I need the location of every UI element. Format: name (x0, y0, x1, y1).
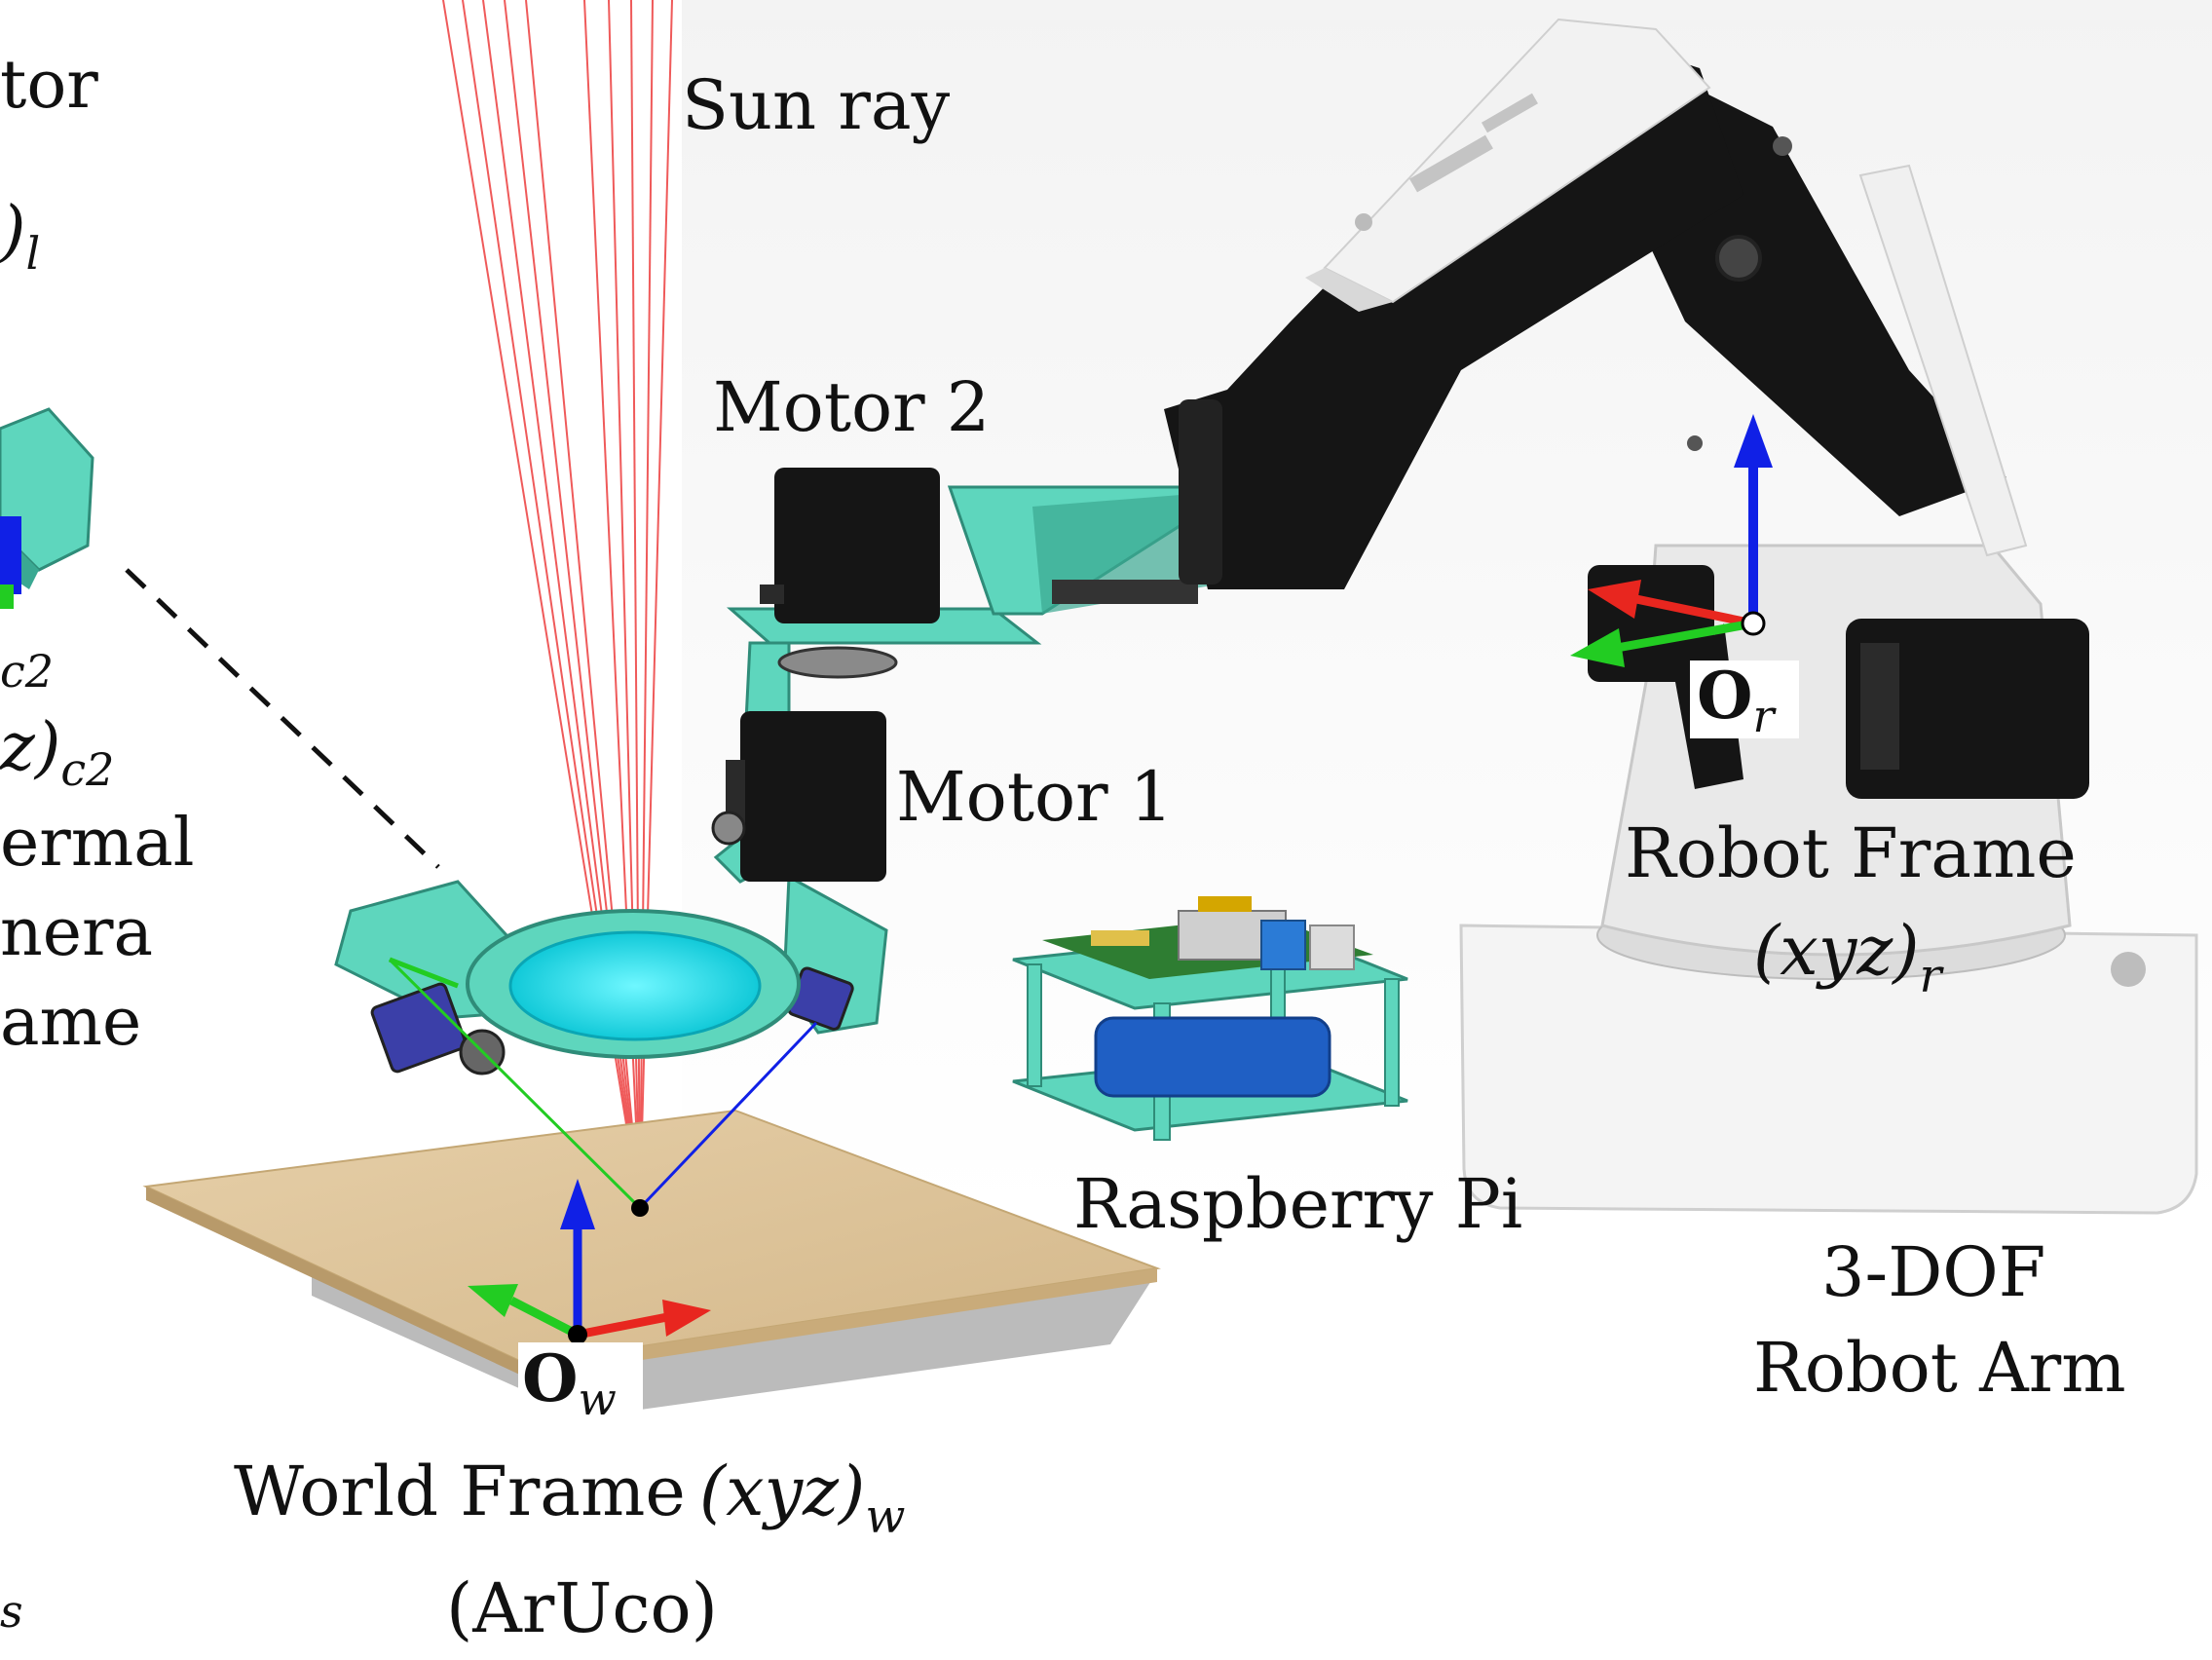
camera-left (370, 982, 468, 1074)
camera-axis-green (389, 957, 459, 989)
world-frame-coords-sub: w (865, 1490, 905, 1544)
raspberry-pi-stack (1012, 896, 1408, 1141)
labels: tor )l c2 z)c2 ermal nera ame s Sun ray … (0, 47, 2126, 1648)
svg-text:)l: )l (0, 193, 40, 280)
left-label-8: s (0, 1585, 23, 1638)
arm-name-label: Robot Arm (1753, 1328, 2126, 1408)
svg-text:Or: Or (1697, 658, 1778, 742)
world-frame-coords: (xyz) (699, 1452, 866, 1531)
dashed-leader-line (125, 568, 440, 869)
left-label-6: nera (0, 894, 153, 971)
arm-base (1459, 924, 2198, 1215)
sun-focus-point (631, 1199, 649, 1217)
pan-tilt-assembly (711, 468, 1219, 884)
arm-motor-right (1846, 619, 2089, 799)
world-frame-axes (468, 1179, 711, 1344)
robot-frame-coords: (xyz) (1753, 911, 1920, 991)
svg-text:Ow: Ow (522, 1340, 617, 1425)
left-label-2: ) (0, 193, 26, 270)
raspberry-pi-label: Raspberry Pi (1073, 1164, 1522, 1244)
svg-text:z)c2: z)c2 (0, 709, 114, 796)
origin-r-label: O (1697, 658, 1753, 734)
svg-text:World Frame(xyz)w: World Frame (xyz)w (234, 1452, 905, 1544)
left-camera-bracket (0, 407, 94, 609)
robot-frame-axes (1570, 414, 1773, 667)
arm-type-label: 3-DOF (1821, 1232, 2045, 1312)
origin-w-label: O (522, 1340, 579, 1416)
motor-2 (774, 468, 940, 623)
end-effector (334, 874, 888, 1075)
sun-ray-label: Sun ray (682, 65, 951, 145)
origin-w-sub: w (579, 1373, 617, 1425)
left-label-1: tor (0, 47, 98, 124)
origin-w-box (518, 1342, 643, 1422)
left-label-5: ermal (0, 805, 195, 882)
world-frame-label: World Frame (234, 1452, 686, 1531)
left-label-3: c2 (0, 645, 54, 698)
camera-ray-green (388, 958, 642, 1210)
robot-frame-coords-sub: r (1920, 949, 1945, 1003)
left-label-2-sub: l (26, 227, 41, 280)
robot-frame-label: Robot Frame (1625, 813, 2077, 893)
left-label-4-sub: c2 (60, 743, 114, 796)
left-label-4: z) (0, 709, 60, 786)
origin-r-box (1690, 660, 1799, 738)
wooden-board (142, 1109, 1161, 1417)
camera-ray-blue (638, 1021, 818, 1210)
battery (1094, 1016, 1331, 1098)
aruco-label: (ArUco) (446, 1568, 718, 1648)
arm-forearm (1164, 29, 1743, 589)
svg-text:(xyz)r: (xyz)r (1753, 911, 1945, 1003)
origin-r-sub: r (1753, 690, 1778, 742)
motor-2-label: Motor 2 (713, 367, 990, 447)
motor-1-label: Motor 1 (896, 757, 1173, 837)
motor-1 (740, 711, 886, 882)
fresnel-lens (508, 930, 762, 1041)
left-label-7: ame (0, 984, 141, 1061)
